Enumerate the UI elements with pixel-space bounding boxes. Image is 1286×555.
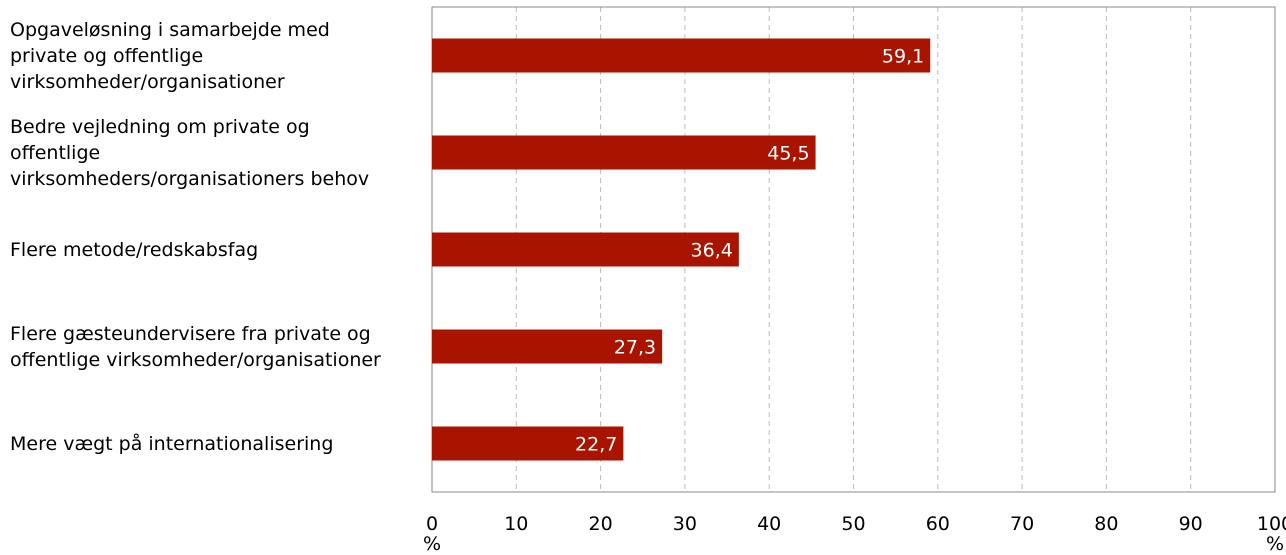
x-tick-label: 10 — [504, 513, 528, 535]
x-unit-label-end: % — [1266, 533, 1284, 555]
x-tick-label: 60 — [926, 513, 950, 535]
x-tick-label: 0 — [426, 513, 438, 535]
bar-value-label: 59,1 — [882, 46, 924, 68]
category-label: Opgaveløsning i samarbejde med private o… — [10, 18, 330, 93]
x-tick-label: 80 — [1094, 513, 1118, 535]
x-unit-label-start: % — [423, 533, 441, 555]
bar — [432, 329, 663, 364]
x-tick-label: 50 — [841, 513, 865, 535]
bar-value-label: 36,4 — [691, 240, 733, 262]
category-label: Bedre vejledning om private og offentlig… — [10, 115, 370, 190]
bars: 59,1 45,5 36,4 27,3 22,7 — [432, 38, 931, 461]
x-tick-label: 30 — [673, 513, 697, 535]
bar — [432, 135, 816, 170]
bar-value-label: 22,7 — [575, 434, 617, 456]
x-tick-label: 20 — [589, 513, 613, 535]
category-label: Mere vægt på internationalisering — [10, 432, 334, 455]
category-label: Flere metode/redskabsfag — [10, 238, 259, 261]
bar-value-label: 27,3 — [614, 337, 656, 359]
bar — [432, 426, 624, 461]
x-tick-label: 90 — [1179, 513, 1203, 535]
x-tick-label: 40 — [757, 513, 781, 535]
bar — [432, 38, 931, 73]
x-axis-ticks: 0 10 20 30 40 50 60 70 80 90 100%% — [423, 513, 1286, 555]
x-tick-label: 70 — [1010, 513, 1034, 535]
bar-value-label: 45,5 — [767, 143, 809, 165]
category-label: Flere gæsteundervisere fra private og of… — [10, 322, 381, 371]
bar — [432, 232, 739, 267]
x-tick-label: 100 — [1257, 513, 1286, 535]
